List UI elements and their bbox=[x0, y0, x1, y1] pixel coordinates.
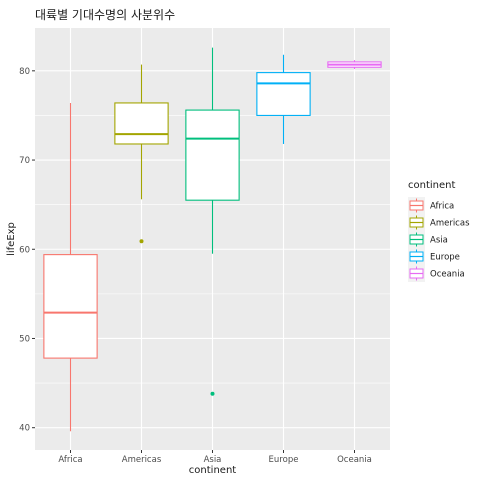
y-tick-label: 60 bbox=[19, 245, 30, 255]
y-tick-label: 40 bbox=[19, 424, 30, 434]
x-tick-label: Africa bbox=[58, 455, 82, 465]
x-axis-title: continent bbox=[189, 465, 236, 476]
y-axis-title: lifeExp bbox=[6, 222, 17, 256]
box-asia bbox=[185, 47, 240, 396]
legend-label: Americas bbox=[430, 219, 470, 229]
outlier-point bbox=[139, 239, 144, 244]
legend-item-americas: Americas bbox=[408, 214, 470, 231]
x-axis: Africa Americas Asia Europe Oceania bbox=[58, 450, 372, 465]
box-africa bbox=[43, 102, 98, 432]
legend-label: Asia bbox=[430, 236, 448, 246]
box-oceania bbox=[327, 60, 382, 70]
iqr-box bbox=[114, 102, 169, 145]
iqr-box bbox=[256, 72, 311, 116]
legend-item-africa: Africa bbox=[408, 197, 454, 214]
boxes bbox=[43, 47, 382, 432]
x-tick-label: Oceania bbox=[337, 455, 372, 465]
iqr-box bbox=[43, 254, 98, 359]
legend-label: Europe bbox=[430, 253, 460, 263]
iqr-box bbox=[185, 109, 240, 201]
y-axis: 40 50 60 70 80 bbox=[19, 67, 35, 434]
x-tick-label: Europe bbox=[269, 455, 299, 465]
y-tick-label: 80 bbox=[19, 67, 30, 77]
legend-item-asia: Asia bbox=[408, 231, 448, 248]
legend-label: Africa bbox=[430, 202, 454, 212]
legend-item-oceania: Oceania bbox=[408, 265, 465, 282]
chart-title: 대륙별 기대수명의 사분위수 bbox=[35, 8, 175, 22]
x-tick-label: Americas bbox=[122, 455, 162, 465]
legend: continent Africa Americas Asia Europe Oceani… bbox=[408, 180, 470, 282]
box-europe bbox=[256, 54, 311, 144]
outlier-point bbox=[210, 391, 215, 396]
y-tick-label: 50 bbox=[19, 334, 30, 344]
y-tick-label: 70 bbox=[19, 156, 30, 166]
box-americas bbox=[114, 64, 169, 244]
legend-label: Oceania bbox=[430, 270, 465, 280]
legend-item-europe: Europe bbox=[408, 248, 460, 265]
x-tick-label: Asia bbox=[204, 455, 222, 465]
legend-title: continent bbox=[408, 180, 455, 191]
